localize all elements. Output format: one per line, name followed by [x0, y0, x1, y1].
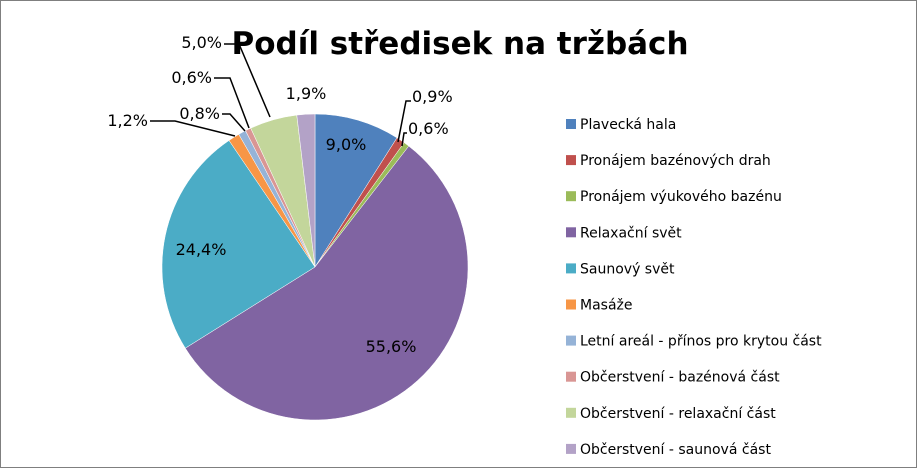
legend-label: Pronájem bazénových drah: [580, 153, 771, 169]
data-label: 24,4%: [176, 240, 227, 259]
data-label: 0,6%: [171, 68, 212, 87]
pie-slice: [161, 140, 316, 349]
legend-swatch: [566, 407, 576, 418]
data-label: 1,9%: [286, 84, 327, 103]
legend-label: Masáže: [580, 298, 633, 314]
leader-line: [397, 100, 411, 143]
legend-label: Občerstvení - relaxační část: [580, 406, 776, 422]
pie-slices: [161, 113, 469, 421]
data-label: 9,0%: [326, 135, 367, 154]
legend: Plavecká hala Pronájem bazénových drah Pro…: [566, 117, 822, 458]
legend-swatch: [566, 299, 576, 310]
leader-line: [150, 120, 236, 137]
legend-swatch: [566, 191, 576, 202]
pie-slice: [296, 113, 316, 268]
data-label: 55,6%: [366, 337, 417, 356]
legend-label: Letní areál - přínos pro krytou část: [580, 334, 822, 350]
leader-line: [222, 113, 246, 132]
leader-line: [214, 77, 250, 129]
data-labels: 9,0% 0,9% 0,6% 55,6% 24,4% 1,2% 0,8% 0,6% 5,0% 1,…: [107, 33, 452, 356]
pie-slice: [314, 113, 398, 268]
legend-label: Relaxační svět: [580, 225, 682, 241]
legend-swatch: [566, 119, 576, 129]
legend-label: Saunový svět: [580, 261, 675, 277]
leader-lines: [150, 43, 411, 147]
chart-title: Podíl středisek na tržbách: [231, 26, 688, 62]
legend-label: Pronájem výukového bazénu: [580, 189, 782, 205]
legend-label: Občerstvení - saunová část: [580, 442, 771, 458]
data-label: 0,9%: [412, 87, 453, 106]
legend-swatch: [566, 227, 576, 238]
legend-swatch: [566, 371, 576, 382]
data-label: 0,6%: [408, 119, 449, 138]
leader-line: [401, 132, 407, 147]
legend-swatch: [566, 443, 576, 454]
data-label: 1,2%: [107, 111, 148, 130]
leader-line: [224, 43, 271, 118]
data-label: 0,8%: [179, 104, 220, 123]
data-label: 5,0%: [181, 33, 222, 52]
legend-swatch: [566, 155, 576, 166]
pie-slice: [184, 145, 469, 421]
legend-label: Plavecká hala: [580, 117, 676, 133]
legend-swatch: [566, 263, 576, 274]
legend-swatch: [566, 335, 576, 346]
legend-label: Občerstvení - bazénová část: [580, 370, 780, 386]
